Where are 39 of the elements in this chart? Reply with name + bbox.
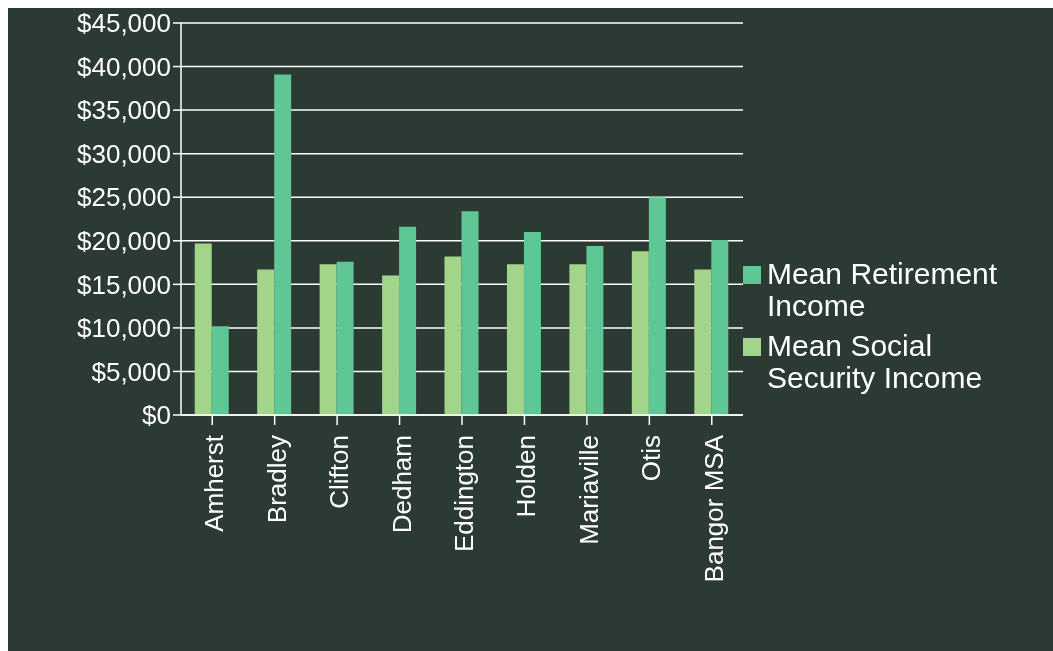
- legend-label: Mean Retirement Income: [767, 256, 999, 322]
- y-tick-label: $5,000: [91, 356, 171, 387]
- y-tick-label: $40,000: [77, 51, 171, 82]
- x-tick-label: Clifton: [324, 435, 355, 509]
- bar: [711, 239, 729, 415]
- bar: [523, 232, 541, 415]
- y-tick-label: $35,000: [77, 95, 171, 126]
- bar: [631, 251, 649, 415]
- y-tick-label: $45,000: [77, 8, 171, 39]
- bar: [274, 74, 292, 415]
- y-tick-label: $0: [142, 400, 171, 431]
- y-tick-label: $25,000: [77, 182, 171, 213]
- y-tick-label: $10,000: [77, 313, 171, 344]
- bar: [586, 246, 604, 415]
- y-tick-label: $15,000: [77, 269, 171, 300]
- x-tick-label: Otis: [636, 435, 667, 482]
- legend-label: Mean Social Security Income: [767, 328, 984, 394]
- bar: [399, 226, 417, 415]
- x-tick-label: Amherst: [199, 434, 230, 532]
- bar: [257, 269, 275, 415]
- y-tick-label: $20,000: [77, 226, 171, 257]
- bar: [211, 326, 229, 415]
- bar: [694, 269, 712, 415]
- x-tick-label: Dedham: [386, 435, 417, 534]
- x-tick-label: Holden: [511, 435, 542, 518]
- y-tick-label: $30,000: [77, 138, 171, 169]
- bar: [461, 211, 479, 415]
- x-tick-label: Mariaville: [573, 435, 604, 545]
- bar: [319, 264, 337, 415]
- x-tick-label: Bradley: [261, 435, 292, 524]
- bar: [194, 243, 212, 415]
- x-tick-label: Bangor MSA: [698, 434, 729, 583]
- x-tick-label: Eddington: [449, 435, 479, 553]
- bar: [648, 197, 666, 415]
- bar: [336, 261, 354, 415]
- bar: [382, 275, 400, 415]
- bar: [444, 256, 462, 415]
- bar: [569, 264, 587, 415]
- bar: [506, 264, 524, 415]
